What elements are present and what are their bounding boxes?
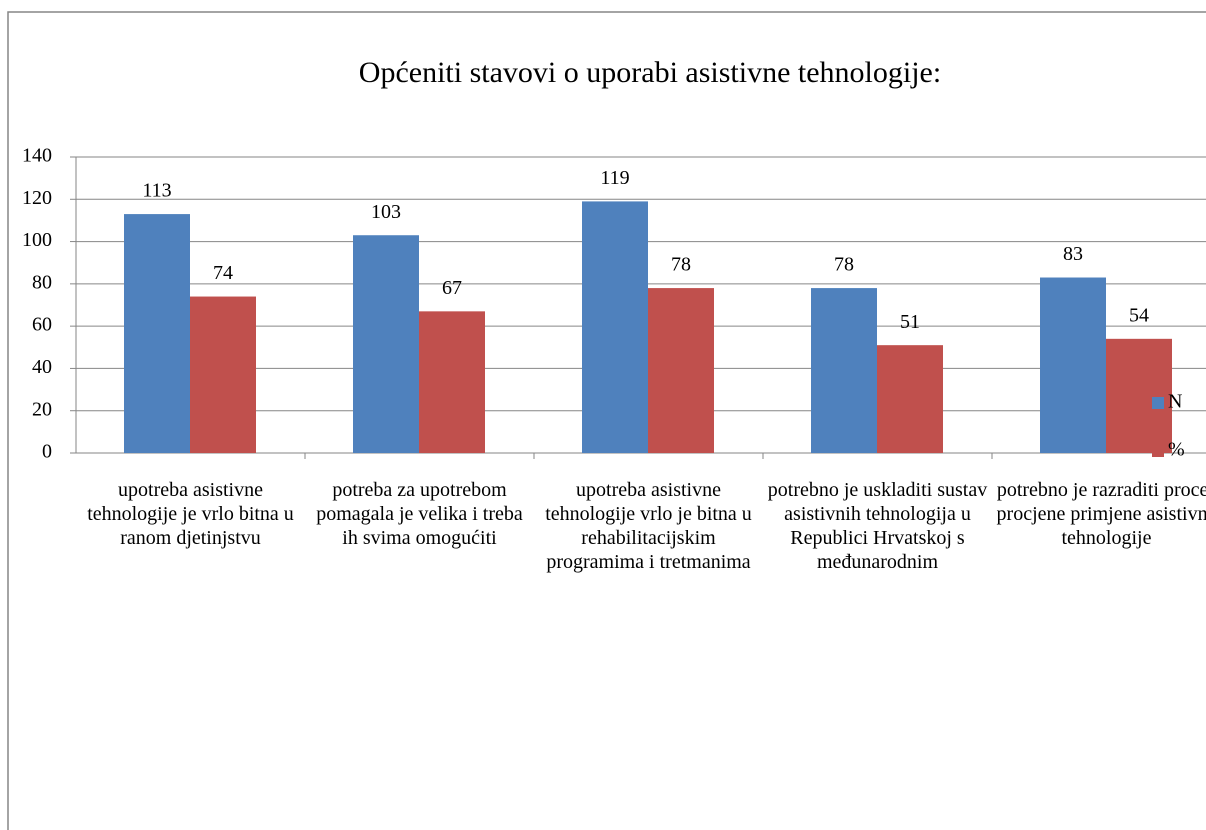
chart-title: Općeniti stavovi o uporabi asistivne teh… bbox=[359, 56, 941, 89]
x-tick-label: potreba za upotrebom pomagala je velika … bbox=[316, 479, 523, 549]
x-tick-label: potrebno je razraditi proces procjene pr… bbox=[996, 479, 1206, 549]
data-label: 78 bbox=[671, 254, 691, 276]
x-tick-label: upotreba asistivne tehnologije vrlo je b… bbox=[545, 479, 752, 573]
data-label: 113 bbox=[142, 180, 171, 202]
data-label: 74 bbox=[213, 262, 233, 284]
legend-swatch bbox=[1152, 397, 1164, 409]
y-tick-label: 100 bbox=[22, 229, 52, 251]
y-tick-label: 60 bbox=[32, 314, 52, 336]
y-tick-label: 0 bbox=[42, 441, 52, 463]
data-label: 67 bbox=[442, 277, 462, 299]
bar bbox=[582, 201, 648, 453]
bar bbox=[811, 288, 877, 453]
data-label: 119 bbox=[600, 167, 629, 189]
bar bbox=[190, 296, 256, 453]
bar bbox=[1106, 338, 1172, 453]
data-label: 83 bbox=[1063, 243, 1083, 265]
data-label: 54 bbox=[1129, 304, 1149, 326]
bar bbox=[419, 311, 485, 453]
y-tick-label: 20 bbox=[32, 398, 52, 420]
bar bbox=[648, 288, 714, 453]
legend-label: % bbox=[1168, 439, 1185, 461]
bar bbox=[353, 235, 419, 453]
bar bbox=[1040, 277, 1106, 453]
y-tick-label: 120 bbox=[22, 187, 52, 209]
bar bbox=[877, 345, 943, 453]
data-label: 51 bbox=[900, 311, 920, 333]
data-label: 103 bbox=[371, 201, 401, 223]
data-label: 78 bbox=[834, 254, 854, 276]
y-tick-label: 140 bbox=[22, 145, 52, 167]
legend-swatch bbox=[1152, 445, 1164, 457]
y-tick-label: 40 bbox=[32, 356, 52, 378]
y-tick-label: 80 bbox=[32, 271, 52, 293]
bar bbox=[124, 214, 190, 453]
x-tick-label: potrebno je uskladiti sustav asistivnih … bbox=[767, 479, 988, 573]
legend-label: N bbox=[1168, 391, 1182, 413]
x-tick-label: upotreba asistivne tehnologije je vrlo b… bbox=[87, 479, 294, 549]
